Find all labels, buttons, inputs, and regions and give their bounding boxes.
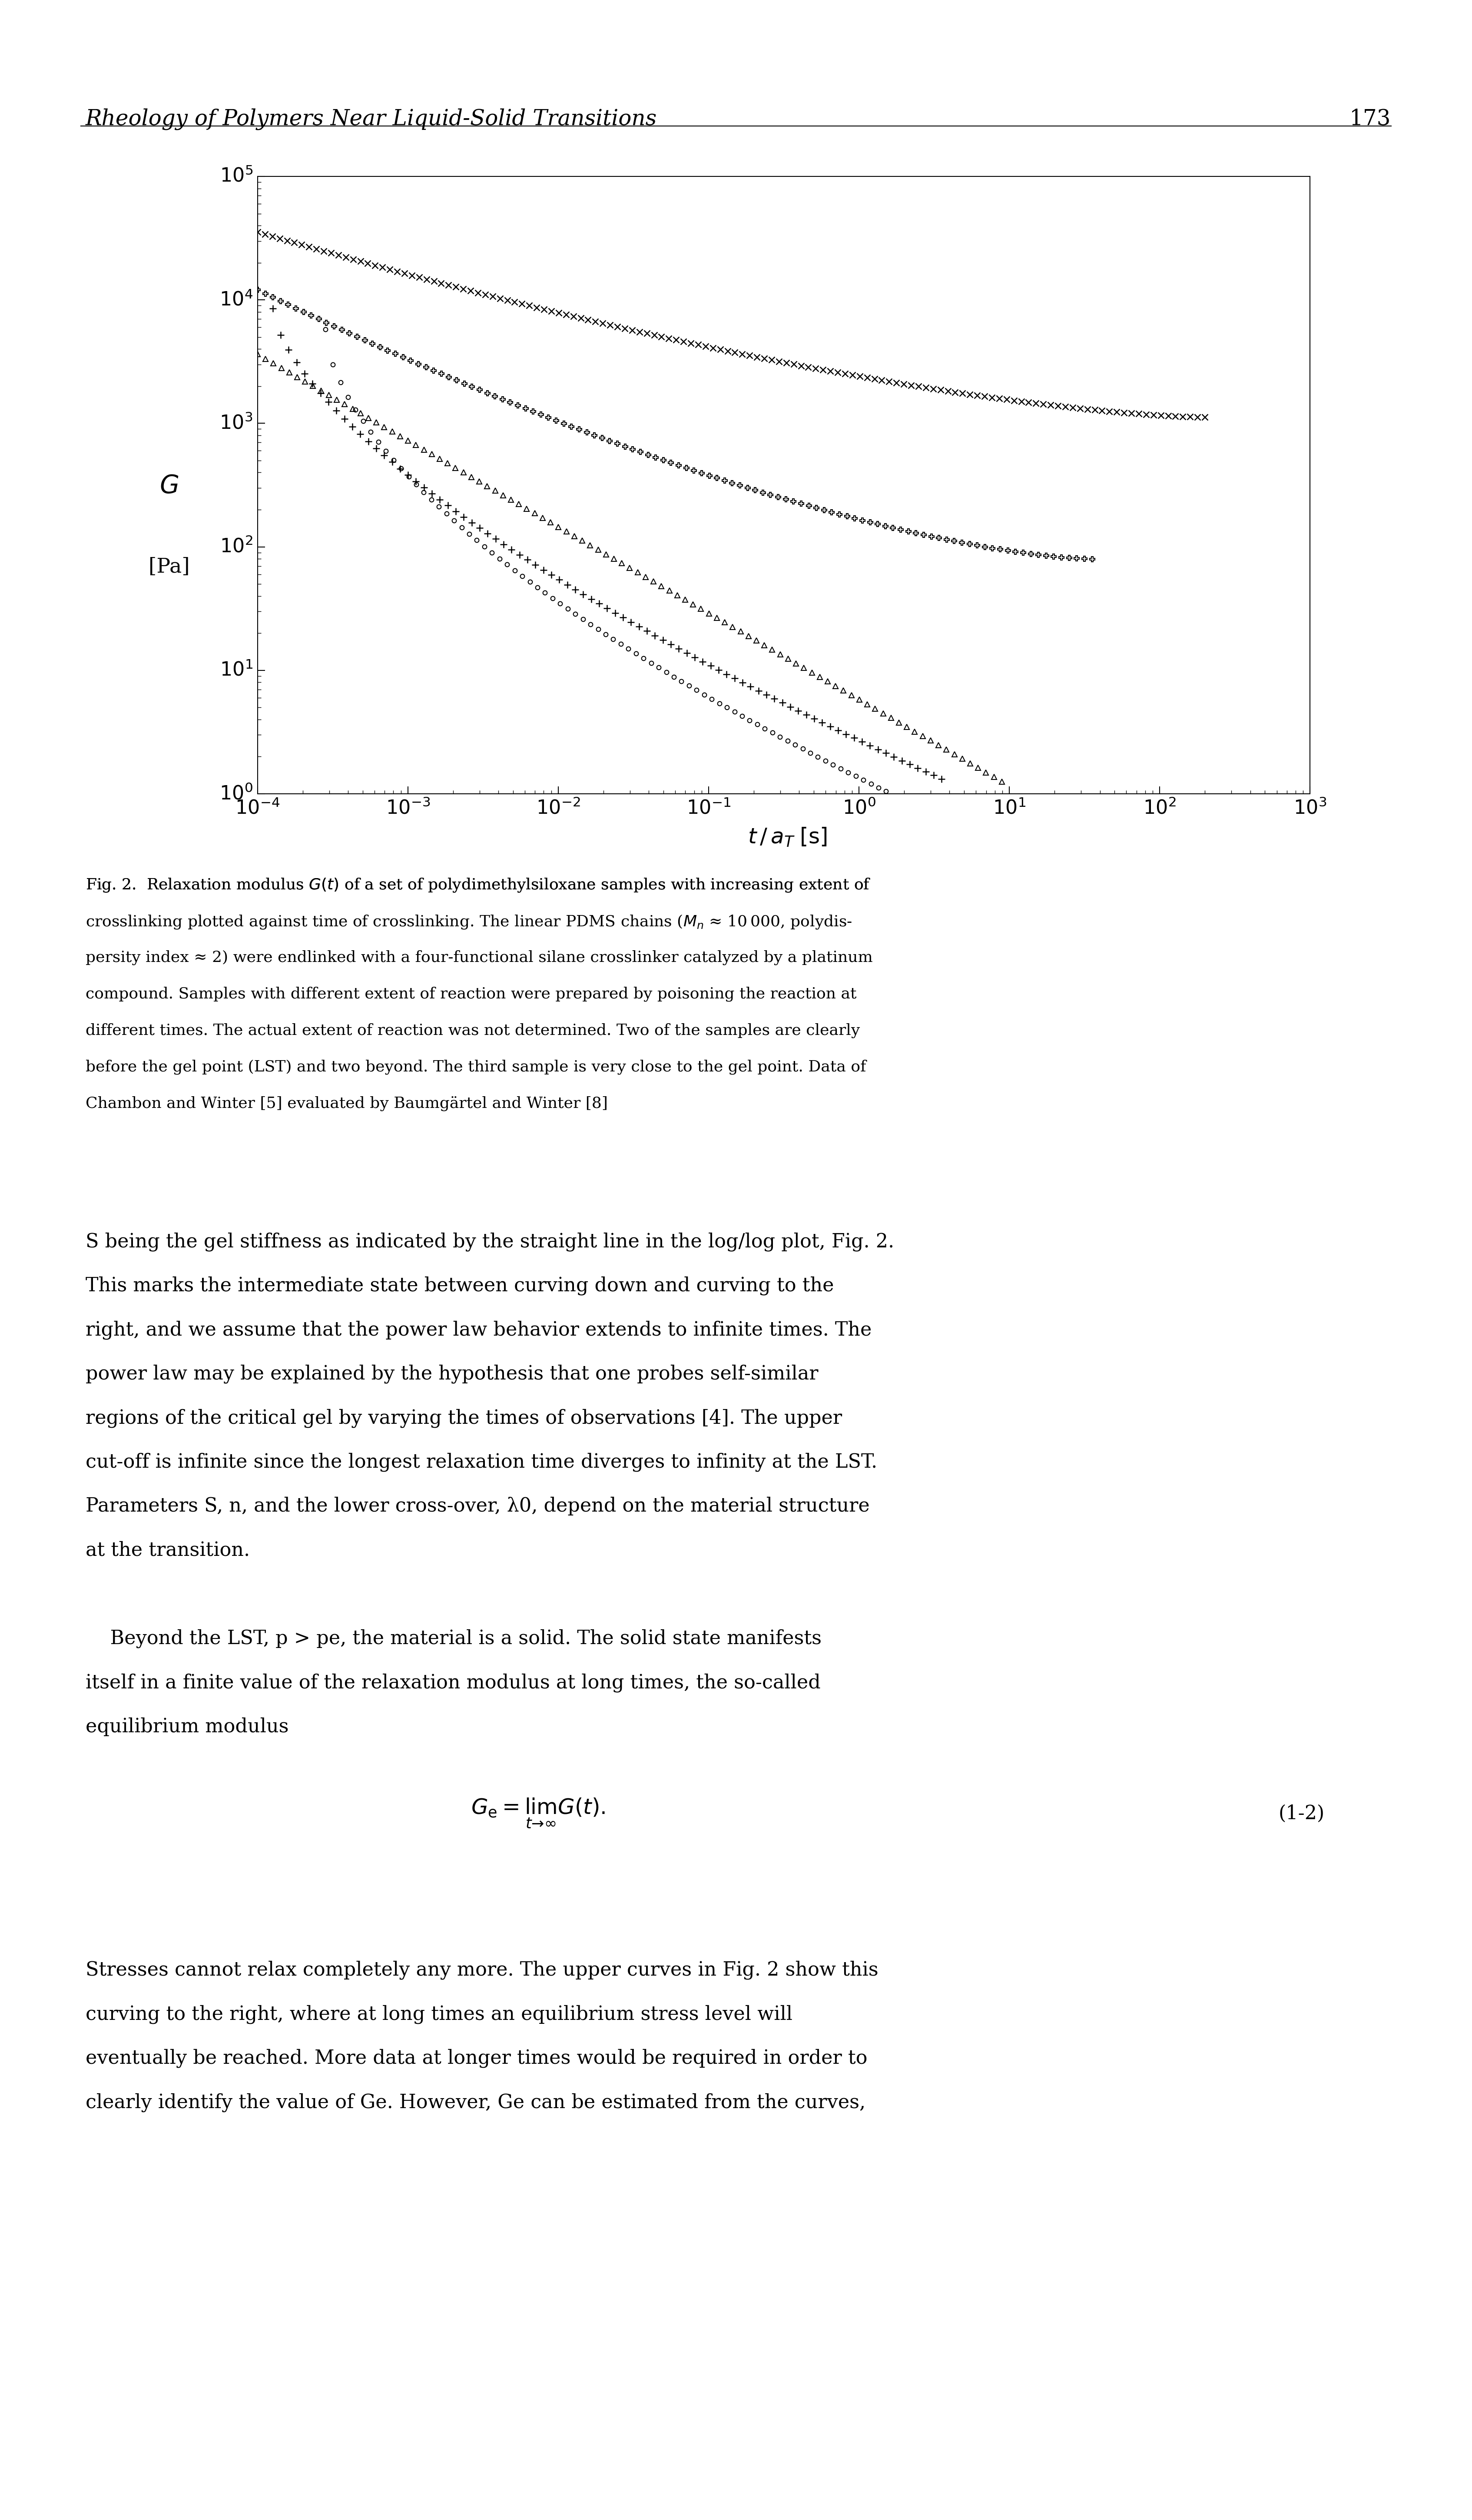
Text: crosslinking plotted against time of crosslinking. The linear PDMS chains ($M_n$: crosslinking plotted against time of cro… [85,912,852,930]
Text: This marks the intermediate state between curving down and curving to the: This marks the intermediate state betwee… [85,1275,833,1295]
Text: persity index ≈ 2) were endlinked with a four-functional silane crosslinker cata: persity index ≈ 2) were endlinked with a… [85,950,873,965]
Text: $10^0$: $10^0$ [842,799,876,819]
Text: $10^2$: $10^2$ [1144,799,1176,819]
Text: Beyond the LST, p > pe, the material is a solid. The solid state manifests: Beyond the LST, p > pe, the material is … [85,1630,821,1648]
Text: different times. The actual extent of reaction was not determined. Two of the sa: different times. The actual extent of re… [85,1023,860,1038]
Text: $10^1$: $10^1$ [219,660,253,680]
Text: $10^{-3}$: $10^{-3}$ [386,799,430,819]
Text: $10^4$: $10^4$ [219,290,253,310]
Text: $10^5$: $10^5$ [219,166,253,186]
Text: Fig. 2.  Relaxation modulus $G(t)$ of a set of polydimethylsiloxane samples with: Fig. 2. Relaxation modulus $G(t)$ of a s… [85,877,870,895]
Text: Stresses cannot relax completely any more. The upper curves in Fig. 2 show this: Stresses cannot relax completely any mor… [85,1961,879,1981]
Text: Rheology of Polymers Near Liquid-Solid Transitions: Rheology of Polymers Near Liquid-Solid T… [85,108,657,131]
Text: eventually be reached. More data at longer times would be required in order to: eventually be reached. More data at long… [85,2049,867,2069]
Text: $G$: $G$ [159,474,180,499]
Text: regions of the critical gel by varying the times of observations [4]. The upper: regions of the critical gel by varying t… [85,1409,842,1429]
Text: $t\,/\,a_T\;[\mathrm{s}]$: $t\,/\,a_T\;[\mathrm{s}]$ [748,827,827,849]
Text: clearly identify the value of Ge. However, Ge can be estimated from the curves,: clearly identify the value of Ge. Howeve… [85,2092,866,2112]
Text: $10^0$: $10^0$ [219,784,253,804]
Text: cut-off is infinite since the longest relaxation time diverges to infinity at th: cut-off is infinite since the longest re… [85,1452,877,1472]
Text: compound. Samples with different extent of reaction were prepared by poisoning t: compound. Samples with different extent … [85,988,857,1000]
Text: $10^{-4}$: $10^{-4}$ [236,799,280,816]
Text: $10^1$: $10^1$ [992,799,1026,816]
Text: $10^3$: $10^3$ [219,413,253,433]
Text: equilibrium modulus: equilibrium modulus [85,1719,289,1736]
Text: Parameters S, n, and the lower cross-over, λ0, depend on the material structure: Parameters S, n, and the lower cross-ove… [85,1497,870,1515]
Text: $10^3$: $10^3$ [1294,799,1326,819]
Text: right, and we assume that the power law behavior extends to infinite times. The: right, and we assume that the power law … [85,1320,871,1341]
Text: [Pa]: [Pa] [149,557,190,577]
Text: itself in a finite value of the relaxation modulus at long times, the so-called: itself in a finite value of the relaxati… [85,1673,820,1693]
Text: $10^{-2}$: $10^{-2}$ [536,799,580,819]
Text: before the gel point (LST) and two beyond. The third sample is very close to the: before the gel point (LST) and two beyon… [85,1061,866,1074]
Text: (1-2): (1-2) [1279,1804,1325,1822]
Text: S being the gel stiffness as indicated by the straight line in the log/log plot,: S being the gel stiffness as indicated b… [85,1232,894,1252]
Text: $G_{\rm e} = \lim_{t \to \infty} G(t).$: $G_{\rm e} = \lim_{t \to \infty} G(t).$ [471,1797,605,1830]
Text: curving to the right, where at long times an equilibrium stress level will: curving to the right, where at long time… [85,2006,792,2024]
Text: power law may be explained by the hypothesis that one probes self-similar: power law may be explained by the hypoth… [85,1366,818,1383]
Text: $10^{-1}$: $10^{-1}$ [686,799,732,816]
Text: Fig. 2.  Relaxation modulus $G(t)$ of a set of polydimethylsiloxane samples with: Fig. 2. Relaxation modulus $G(t)$ of a s… [85,877,870,895]
Text: Chambon and Winter [5] evaluated by Baumgärtel and Winter [8]: Chambon and Winter [5] evaluated by Baum… [85,1096,608,1111]
Text: 173: 173 [1350,108,1391,131]
Text: at the transition.: at the transition. [85,1540,250,1560]
Text: $10^2$: $10^2$ [219,537,253,557]
